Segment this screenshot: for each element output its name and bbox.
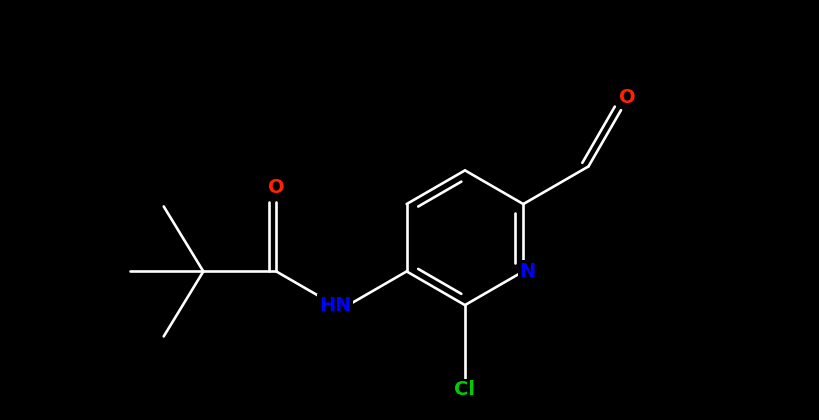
Text: N: N xyxy=(519,262,536,281)
Text: Cl: Cl xyxy=(455,381,476,399)
Text: HN: HN xyxy=(319,296,351,315)
Text: O: O xyxy=(619,88,636,107)
Text: O: O xyxy=(268,178,284,197)
